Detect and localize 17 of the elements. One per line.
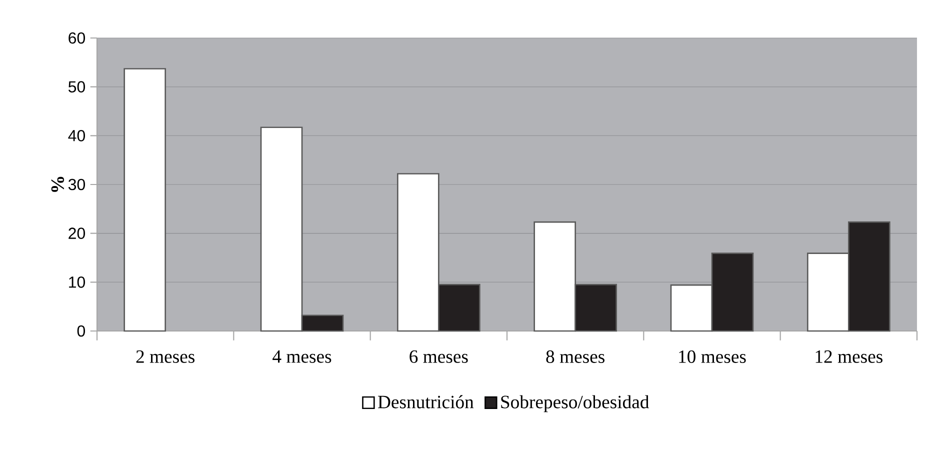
y-tick-label: 60	[68, 32, 86, 44]
x-tick-label: 10 meses	[679, 350, 746, 363]
y-tick-label: 50	[68, 81, 86, 92]
x-tick-label: 2 meses	[136, 350, 194, 363]
y-tick-label: 10	[69, 276, 86, 288]
y-axis-title: %	[51, 176, 64, 192]
y-tick-label: 0	[77, 325, 86, 337]
bar	[124, 68, 166, 332]
y-tick-label: 20	[68, 228, 86, 239]
y-tick-label: 30	[68, 178, 86, 190]
legend-label: Sobrepeso/obesidad	[501, 395, 650, 412]
y-tick-label: 40	[68, 130, 86, 142]
x-tick-label: 4 meses	[272, 350, 332, 363]
x-tick-label: 6 meses	[410, 350, 468, 363]
x-tick-label: 8 meses	[546, 350, 604, 363]
x-tick-label: 12 meses	[816, 350, 882, 363]
legend-label: Desnutrición	[378, 395, 474, 408]
